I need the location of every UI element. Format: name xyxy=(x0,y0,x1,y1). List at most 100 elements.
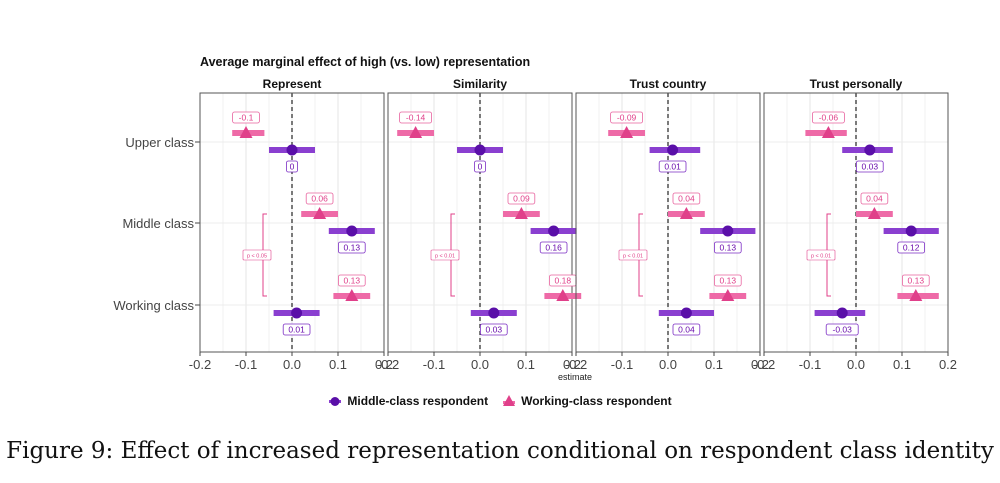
point-marker xyxy=(346,225,358,237)
panel-title: Similarity xyxy=(453,77,507,91)
point-marker xyxy=(474,144,486,156)
panel-4: Trust personally -0.2 -0.1 0.0 0.1 0.2 p < 0.0… xyxy=(753,77,957,372)
point-marker xyxy=(514,207,528,219)
data-label-box xyxy=(672,323,701,336)
significance-label-box xyxy=(430,249,460,261)
y-tick-label: Working class xyxy=(113,298,194,313)
data-label-box xyxy=(282,323,311,336)
x-tick-label: 0.2 xyxy=(939,357,957,372)
x-tick-label: -0.1 xyxy=(423,357,445,372)
chart-title: Average marginal effect of high (vs. low… xyxy=(200,55,530,69)
data-label-box xyxy=(473,160,486,173)
x-tick-label: -0.2 xyxy=(189,357,211,372)
x-tick-label: -0.2 xyxy=(753,357,775,372)
point-marker xyxy=(864,144,876,156)
data-label: 0.06 xyxy=(311,194,328,204)
data-label-box xyxy=(672,192,701,205)
significance-label: p < 0.05 xyxy=(247,254,267,260)
x-tick-label: -0.2 xyxy=(565,357,587,372)
x-tick-label: 0.1 xyxy=(517,357,535,372)
point-marker xyxy=(680,307,692,319)
point-marker xyxy=(821,126,835,138)
significance-label: p < 0.01 xyxy=(623,254,643,260)
data-label: 0.12 xyxy=(903,243,920,253)
x-tick-label: 0.1 xyxy=(329,357,347,372)
point-marker xyxy=(286,144,298,156)
point-marker xyxy=(313,207,327,219)
data-label-box xyxy=(337,241,366,254)
x-tick-label: 0.2 xyxy=(563,357,581,372)
data-label-box xyxy=(825,323,859,336)
figure-caption: Figure 9: Effect of increased representa… xyxy=(6,438,994,464)
point-marker xyxy=(488,307,500,319)
point-marker xyxy=(239,126,253,138)
y-tick-label: Middle class xyxy=(122,216,194,231)
point-marker xyxy=(548,225,560,237)
data-label: 0.09 xyxy=(513,194,530,204)
data-label: 0.18 xyxy=(555,276,572,286)
data-label-box xyxy=(285,160,298,173)
point-marker xyxy=(291,307,303,319)
panel-3: Trust country -0.2 -0.1 0.0 0.1 0.2 p < 0.01 -0… xyxy=(565,77,769,372)
point-marker xyxy=(722,225,734,237)
point-marker xyxy=(620,126,634,138)
point-marker xyxy=(345,289,359,301)
data-label: 0.04 xyxy=(678,194,695,204)
data-label-box xyxy=(232,111,260,124)
data-label-box xyxy=(658,160,687,173)
data-label: -0.03 xyxy=(833,325,853,335)
data-label-box xyxy=(856,160,884,173)
point-marker xyxy=(721,289,735,301)
panel-title: Represent xyxy=(263,77,322,91)
panel-title: Trust country xyxy=(630,77,707,91)
significance-label-box xyxy=(242,249,272,261)
data-label: 0.03 xyxy=(862,162,879,172)
x-tick-label: 0.0 xyxy=(659,357,677,372)
data-label: -0.09 xyxy=(617,113,637,123)
data-label: 0.16 xyxy=(545,243,562,253)
data-label: 0.01 xyxy=(664,162,681,172)
data-label-box xyxy=(539,241,568,254)
data-label-box xyxy=(399,111,433,124)
legend-item-working: Working-class respondent xyxy=(502,394,672,408)
data-label-box xyxy=(610,111,643,124)
point-marker xyxy=(909,289,923,301)
data-label-box xyxy=(305,192,334,205)
panel-2: Similarity -0.2 -0.1 0.0 0.1 0.2 p < 0.01 -0.14… xyxy=(377,77,582,372)
data-label: 0.03 xyxy=(486,325,503,335)
point-marker xyxy=(556,289,570,301)
y-tick-label: Upper class xyxy=(125,135,194,150)
data-label: -0.06 xyxy=(819,113,839,123)
legend-label-working: Working-class respondent xyxy=(521,394,672,408)
legend-item-middle: Middle-class respondent xyxy=(328,394,488,408)
data-label-box xyxy=(860,192,889,205)
x-tick-label: -0.1 xyxy=(611,357,633,372)
data-label-box xyxy=(714,274,742,287)
x-tick-label: 0.0 xyxy=(847,357,865,372)
x-tick-label: 0.1 xyxy=(705,357,723,372)
data-label: 0.04 xyxy=(866,194,883,204)
data-label-box xyxy=(812,111,845,124)
x-tick-label: 0.2 xyxy=(375,357,393,372)
data-label: 0.13 xyxy=(908,276,925,286)
data-label: 0.13 xyxy=(344,276,361,286)
significance-label-box xyxy=(806,249,836,261)
data-label: -0.14 xyxy=(406,113,426,123)
x-tick-label: -0.1 xyxy=(799,357,821,372)
point-marker xyxy=(409,126,423,138)
significance-label: p < 0.01 xyxy=(811,254,831,260)
x-tick-label: 0.1 xyxy=(893,357,911,372)
data-label-box xyxy=(902,274,930,287)
legend-circle-icon xyxy=(329,397,342,406)
point-marker xyxy=(867,207,881,219)
x-axis-label: estimate xyxy=(558,372,592,382)
data-label: 0 xyxy=(478,162,483,172)
data-label: 0.13 xyxy=(344,243,361,253)
legend-label-middle: Middle-class respondent xyxy=(347,394,489,408)
data-label: 0.13 xyxy=(720,243,737,253)
data-label: 0.04 xyxy=(678,325,695,335)
legend: Middle-class respondent Working-class re… xyxy=(0,394,1000,408)
data-label-box xyxy=(479,323,508,336)
x-tick-label: 0.0 xyxy=(283,357,301,372)
x-tick-label: -0.2 xyxy=(377,357,399,372)
